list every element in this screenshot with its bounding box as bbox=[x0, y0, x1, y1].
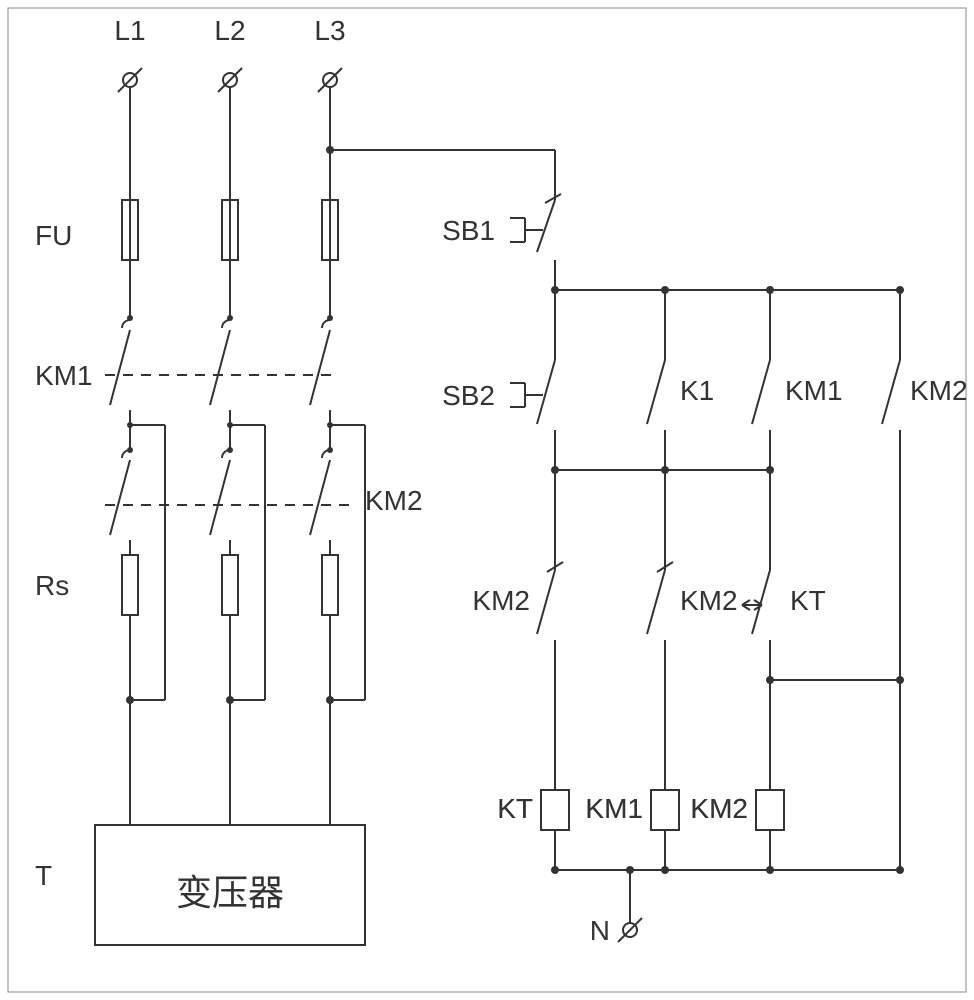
label-rs: Rs bbox=[35, 570, 69, 601]
label-t: T bbox=[35, 860, 52, 891]
label-transformer: 变压器 bbox=[176, 872, 284, 913]
label-km1-coil: KM1 bbox=[585, 793, 643, 824]
label-sb1: SB1 bbox=[442, 215, 495, 246]
label-k1: K1 bbox=[680, 375, 714, 406]
label-sb2: SB2 bbox=[442, 380, 495, 411]
label-kt-coil: KT bbox=[497, 793, 533, 824]
label-km1-power: KM1 bbox=[35, 360, 93, 391]
line-L1: L1 bbox=[114, 15, 145, 46]
label-kt-contact: KT bbox=[790, 585, 826, 616]
label-km2-coil: KM2 bbox=[690, 793, 748, 824]
label-n: N bbox=[590, 915, 610, 946]
label-km1-aux: KM1 bbox=[785, 375, 843, 406]
label-km2-power: KM2 bbox=[365, 485, 423, 516]
label-km2-nc1: KM2 bbox=[472, 585, 530, 616]
label-km2-nc2: KM2 bbox=[680, 585, 738, 616]
line-L2: L2 bbox=[214, 15, 245, 46]
label-km2-aux: KM2 bbox=[910, 375, 968, 406]
label-fu: FU bbox=[35, 220, 72, 251]
line-L3: L3 bbox=[314, 15, 345, 46]
